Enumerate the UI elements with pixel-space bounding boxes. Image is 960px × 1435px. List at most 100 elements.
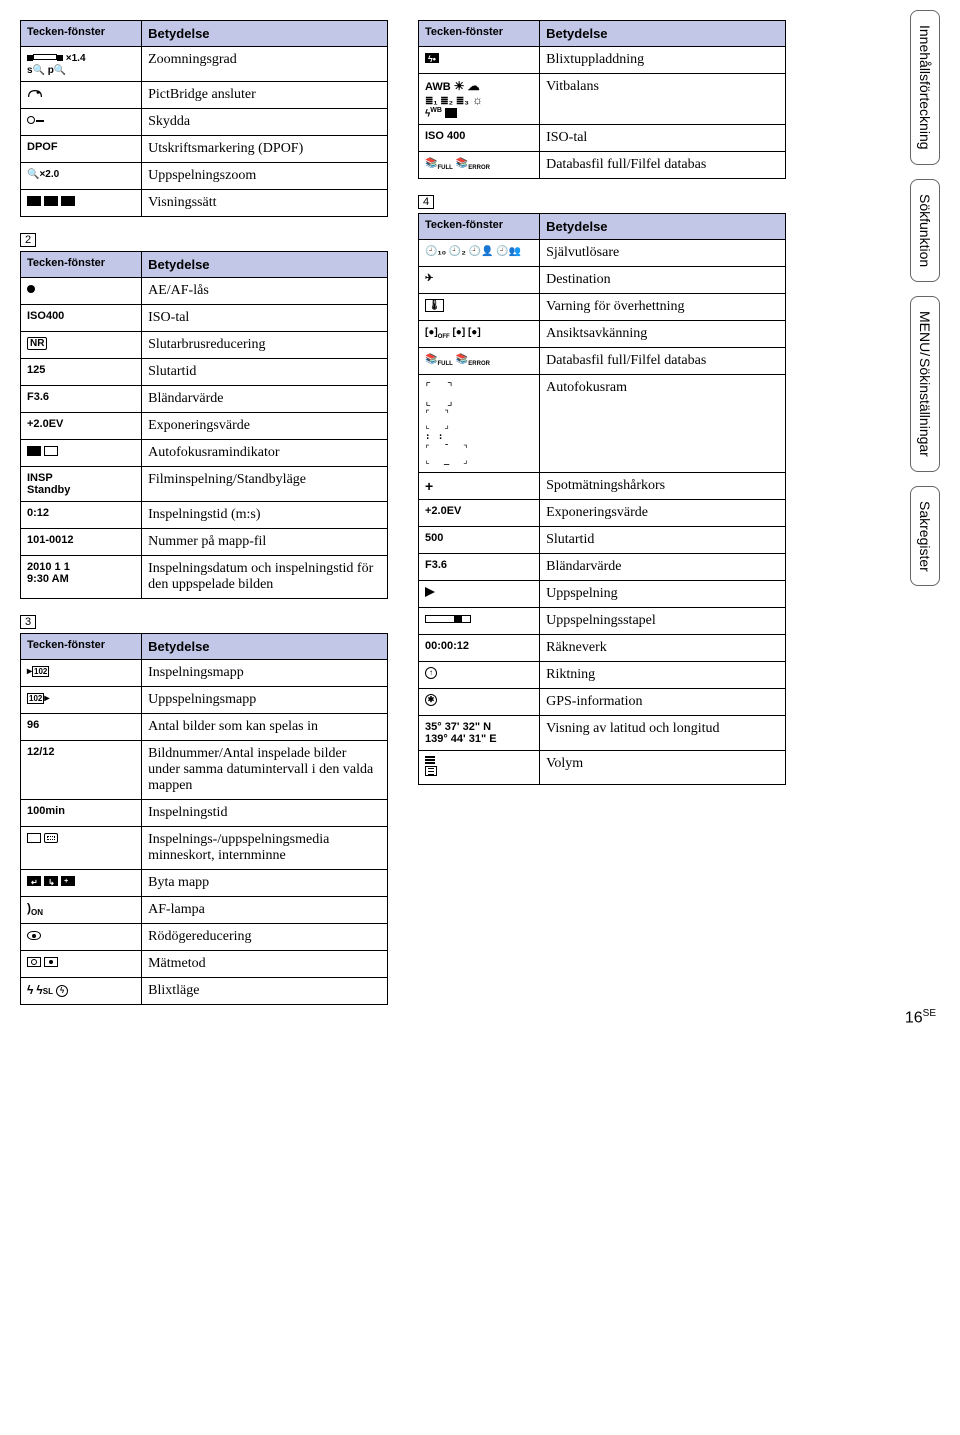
cell-iso2-icon: ISO 400 — [419, 125, 540, 152]
cell-ev2-icon: +2.0EV — [419, 500, 540, 527]
cell-meaning: Ansiktsavkänning — [540, 321, 786, 348]
cell-db-icon: 📚FULL 📚ERROR — [419, 152, 540, 179]
folder-ch-icon: ↵ — [27, 876, 41, 886]
cell-flashchg-icon: ϟ• — [419, 47, 540, 74]
cell-meaning: ISO-tal — [540, 125, 786, 152]
tab-menu-settings[interactable]: MENU/ Sökinställningar — [910, 296, 940, 472]
cell-pictbridge-icon — [21, 82, 142, 109]
th-icon: Tecken-fönster — [21, 21, 142, 47]
cell-meaning: Uppspelning — [540, 581, 786, 608]
cell-meaning: Räkneverk — [540, 635, 786, 662]
cell-meaning: AE/AF-lås — [142, 278, 388, 305]
cell-meaning: GPS-information — [540, 689, 786, 716]
fluor-icon: ≣₁ ≣₂ ≣₃ — [425, 97, 469, 107]
page-num-value: 16 — [905, 1009, 923, 1026]
overheat-icon: 🌡 — [425, 299, 444, 312]
tab-search[interactable]: Sökfunktion — [910, 179, 940, 282]
th-meaning: Betydelse — [142, 634, 388, 660]
cell-imgcount-icon: 96 — [21, 714, 142, 741]
table-4: Tecken-fönster Betydelse 🕘₁₀ 🕘₂ 🕘👤 🕘👥 Sj… — [418, 213, 786, 785]
cell-meaning: Blixtuppladdning — [540, 47, 786, 74]
folder-ch-icon: ↳ — [44, 876, 58, 886]
table-3b: Tecken-fönster Betydelse ϟ• Blixtuppladdn… — [418, 20, 786, 179]
cell-iso-icon: ISO400 — [21, 305, 142, 332]
playzoom-value: ×2.0 — [39, 169, 59, 180]
cell-meaning: Uppspelningsmapp — [142, 687, 388, 714]
cell-meaning: Nummer på mapp-fil — [142, 529, 388, 556]
cell-media-icon — [21, 827, 142, 870]
cell-meaning: Riktning — [540, 662, 786, 689]
view-icon — [27, 196, 41, 206]
cell-gps-icon: ✱ — [419, 689, 540, 716]
cell-playzoom-icon: 🔍×2.0 — [21, 163, 142, 190]
table-2: Tecken-fönster Betydelse AE/AF-lås ISO40… — [20, 251, 388, 599]
th-meaning: Betydelse — [142, 252, 388, 278]
cell-aperture-icon: F3.6 — [21, 386, 142, 413]
cell-dest-icon: ✈ — [419, 267, 540, 294]
cell-aperture2-icon: F3.6 — [419, 554, 540, 581]
cell-meaning: Skydda — [142, 109, 388, 136]
cell-meaning: Spotmätningshårkors — [540, 473, 786, 500]
cell-meaning: Zoomningsgrad — [142, 47, 388, 82]
play-triangle-icon — [425, 587, 435, 597]
cell-meaning: Autofokusramindikator — [142, 440, 388, 467]
db-full-icon: 📚FULL — [425, 159, 453, 171]
cell-shutter-icon: 125 — [21, 359, 142, 386]
cell-shutter2-icon: 500 — [419, 527, 540, 554]
folder-ch-icon: + — [61, 876, 75, 886]
th-icon: Tecken-fönster — [419, 21, 540, 47]
cell-viewmode-icon — [21, 190, 142, 217]
cell-dir-icon: ↑ — [419, 662, 540, 689]
cell-counter-icon: 00:00:12 — [419, 635, 540, 662]
cell-meaning: ISO-tal — [142, 305, 388, 332]
cell-meaning: Uppspelningszoom — [142, 163, 388, 190]
page-number: 16SE — [905, 1008, 936, 1027]
db-full-icon: 📚FULL — [425, 355, 453, 367]
cell-imgnum-icon: 12/12 — [21, 741, 142, 800]
cell-rec-icon: INSP Standby — [21, 467, 142, 502]
cell-selftimer-icon: 🕘₁₀ 🕘₂ 🕘👤 🕘👥 — [419, 240, 540, 267]
flashchg-icon: ϟ• — [425, 53, 439, 63]
afframe-bracket: ⌜ ⌝⌞ ⌟ — [425, 409, 533, 432]
selftimer-icons: 🕘₁₀ 🕘₂ 🕘👤 🕘👥 — [425, 247, 521, 257]
afframe-bracket: : : — [425, 432, 533, 444]
progressbar-icon — [425, 615, 471, 623]
cell-rectime-icon: 0:12 — [21, 502, 142, 529]
section-4-badge: 4 — [418, 195, 434, 209]
db-err-icon: 📚ERROR — [456, 355, 490, 367]
cell-meaning: Destination — [540, 267, 786, 294]
flash-sl-icon: ϟSL — [36, 983, 53, 997]
tab-index[interactable]: Sakregister — [910, 486, 940, 587]
cell-rectime2-icon: 100min — [21, 800, 142, 827]
th-meaning: Betydelse — [540, 21, 786, 47]
zoom-value: ×1.4 — [66, 53, 86, 64]
card-icon — [27, 833, 41, 843]
afind-icon — [27, 446, 41, 456]
afframe-bracket: ⌜ ⌝⌞ ⌟ — [425, 380, 533, 409]
cell-flashmode-icon: ϟ ϟSL ϟ — [21, 978, 142, 1005]
cell-meaning: Inspelningsdatum och inspelningstid för … — [142, 556, 388, 599]
plus-icon: + — [425, 478, 433, 494]
th-icon: Tecken-fönster — [21, 252, 142, 278]
cell-meaning: Antal bilder som kan spelas in — [142, 714, 388, 741]
db-err-icon: 📚ERROR — [456, 159, 490, 171]
cell-filenum-icon: 101-0012 — [21, 529, 142, 556]
cell-aeaf-icon — [21, 278, 142, 305]
cell-meter-icon — [21, 951, 142, 978]
cell-redeye-icon — [21, 924, 142, 951]
cell-nr-icon: NR — [21, 332, 142, 359]
cell-overheat-icon: 🌡 — [419, 294, 540, 321]
cell-meaning: Slutarbrusreducering — [142, 332, 388, 359]
cell-aflamp-icon: )ON — [21, 897, 142, 924]
cell-meaning: PictBridge ansluter — [142, 82, 388, 109]
th-meaning: Betydelse — [142, 21, 388, 47]
tab-toc[interactable]: Innehållsförteckning — [910, 10, 940, 165]
cell-meaning: Rödögereducering — [142, 924, 388, 951]
view-icon — [61, 196, 75, 206]
cell-meaning: Visningssätt — [142, 190, 388, 217]
cell-meaning: Vitbalans — [540, 74, 786, 125]
cell-meaning: Slutartid — [142, 359, 388, 386]
bulb-icon: ☼ — [472, 93, 483, 107]
plane-icon: ✈ — [425, 274, 433, 284]
flash-wb-icon: ϟWB — [425, 107, 442, 119]
